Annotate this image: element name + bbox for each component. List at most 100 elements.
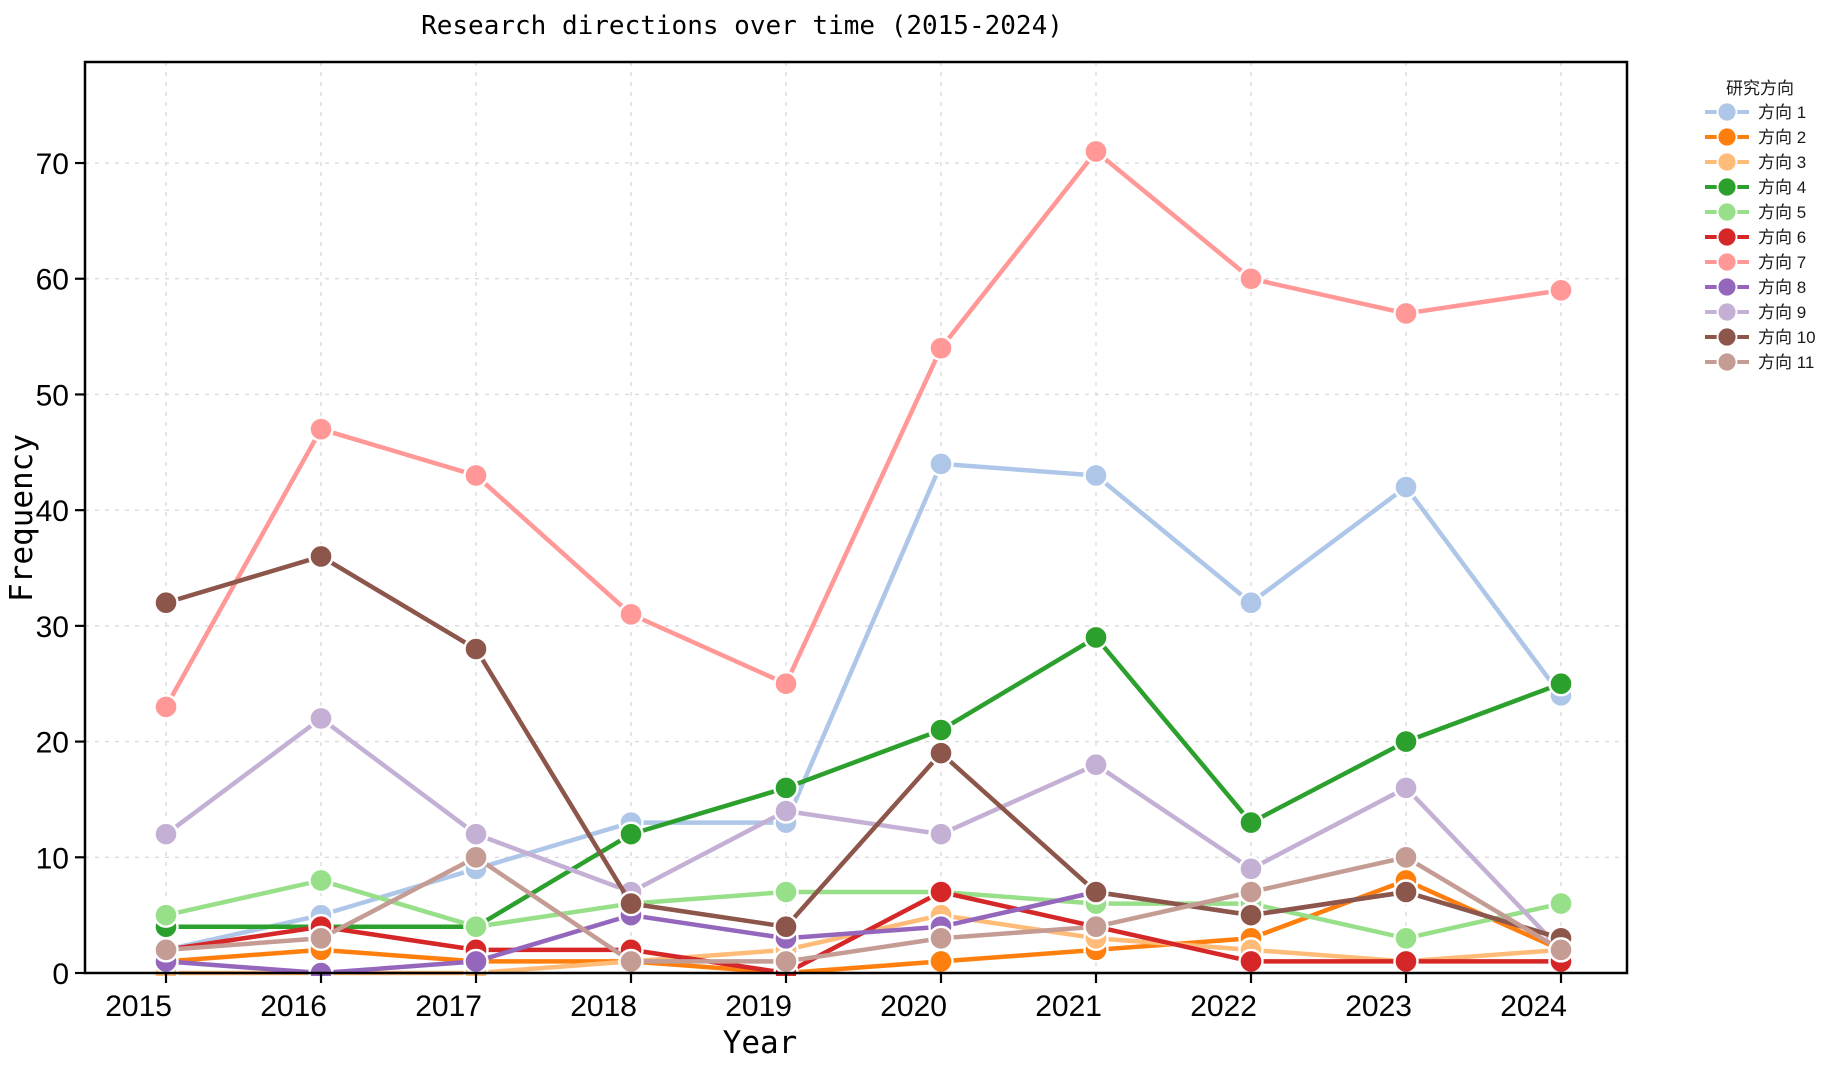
y-tick-label: 40	[36, 495, 69, 528]
data-point	[1548, 937, 1574, 963]
legend-swatch-marker	[1716, 101, 1738, 123]
data-point	[1083, 914, 1109, 940]
data-point	[1238, 879, 1264, 905]
legend-item-label: 方向 11	[1758, 353, 1814, 372]
data-point	[1083, 462, 1109, 489]
legend-item: 方向 2	[1705, 126, 1806, 148]
legend-title: 研究方向	[1726, 79, 1794, 98]
legend-item-label: 方向 4	[1758, 178, 1806, 197]
data-point	[1238, 266, 1264, 292]
data-point	[618, 601, 644, 627]
series-1	[153, 451, 1574, 963]
data-point	[463, 914, 489, 940]
legend-swatch-marker	[1716, 201, 1738, 223]
series-5	[153, 867, 1574, 951]
data-point	[308, 705, 334, 732]
x-tick-label: 2016	[260, 990, 327, 1023]
data-point	[1238, 902, 1264, 928]
data-point	[928, 451, 954, 477]
y-tick-label: 50	[36, 379, 69, 412]
data-point	[1393, 948, 1419, 975]
y-axis: 0 10 20 30 40 50 60 70	[36, 148, 85, 991]
legend-swatch-marker	[1716, 176, 1738, 198]
data-point	[928, 821, 954, 847]
data-point	[928, 717, 954, 743]
data-point	[153, 937, 179, 963]
legend-item: 方向 6	[1705, 226, 1806, 248]
data-point	[308, 925, 334, 951]
y-tick-label: 60	[36, 264, 69, 297]
data-point	[773, 914, 799, 940]
chart-title: Research directions over time (2015-2024…	[421, 11, 1063, 41]
data-point	[463, 844, 489, 870]
data-point	[1393, 775, 1419, 801]
legend-item-label: 方向 6	[1758, 228, 1806, 247]
data-point	[618, 890, 644, 917]
legend-item: 方向 1	[1705, 101, 1806, 123]
x-axis-label: Year	[723, 1025, 798, 1061]
legend-swatch-marker	[1716, 126, 1738, 148]
legend-item-label: 方向 5	[1758, 203, 1806, 222]
x-tick-label: 2023	[1345, 990, 1412, 1023]
x-tick-label: 2018	[570, 990, 637, 1023]
legend-item: 方向 10	[1705, 326, 1816, 348]
data-point	[928, 740, 954, 766]
data-point	[928, 948, 954, 975]
data-point	[153, 590, 179, 616]
data-point	[463, 462, 489, 489]
series-7	[153, 138, 1574, 720]
data-point	[1393, 300, 1419, 327]
data-point	[153, 902, 179, 928]
legend-item: 方向 4	[1705, 176, 1806, 198]
x-tick-label: 2019	[725, 990, 792, 1023]
data-point	[1393, 925, 1419, 951]
data-point	[618, 821, 644, 847]
legend-item: 方向 7	[1705, 251, 1806, 273]
series-line	[163, 855, 1564, 964]
y-tick-label: 30	[36, 611, 69, 644]
data-point	[1393, 728, 1419, 755]
legend-swatch-marker	[1716, 301, 1738, 323]
legend-item: 方向 11	[1705, 351, 1814, 373]
data-point	[1393, 844, 1419, 870]
data-point	[463, 948, 489, 975]
data-point	[773, 798, 799, 824]
plot-frame	[83, 60, 1629, 975]
legend-swatch-marker	[1716, 226, 1738, 248]
legend-item: 方向 3	[1705, 151, 1806, 173]
x-tick-label: 2020	[880, 990, 947, 1023]
data-point	[773, 948, 799, 975]
series-line	[163, 635, 1564, 929]
legend-item-label: 方向 1	[1758, 103, 1806, 122]
gridlines	[85, 62, 1627, 974]
data-point	[618, 948, 644, 975]
legend-item-label: 方向 10	[1758, 328, 1816, 347]
data-point	[928, 925, 954, 951]
y-tick-label: 10	[36, 842, 69, 875]
data-point	[463, 636, 489, 662]
legend-item-label: 方向 7	[1758, 253, 1806, 272]
y-axis-label: Frequency	[4, 434, 40, 602]
series-line	[163, 716, 1564, 953]
data-point	[1548, 277, 1574, 304]
series-line	[163, 149, 1564, 710]
legend-item-label: 方向 9	[1758, 303, 1806, 322]
data-point	[773, 879, 799, 905]
legend-item-label: 方向 8	[1758, 278, 1806, 297]
data-point	[1548, 671, 1574, 697]
series-line	[163, 554, 1564, 941]
data-point	[1393, 879, 1419, 905]
series-11	[153, 844, 1574, 975]
data-point	[1548, 890, 1574, 917]
series-9	[153, 705, 1574, 963]
series-line	[163, 912, 1564, 976]
series-line	[163, 461, 1564, 953]
data-point	[1238, 590, 1264, 616]
data-point	[928, 335, 954, 361]
y-tick-label: 70	[36, 148, 69, 181]
data-point	[1083, 138, 1109, 165]
legend-item-label: 方向 3	[1758, 153, 1806, 172]
legend-item: 方向 9	[1705, 301, 1806, 323]
data-point	[928, 879, 954, 905]
